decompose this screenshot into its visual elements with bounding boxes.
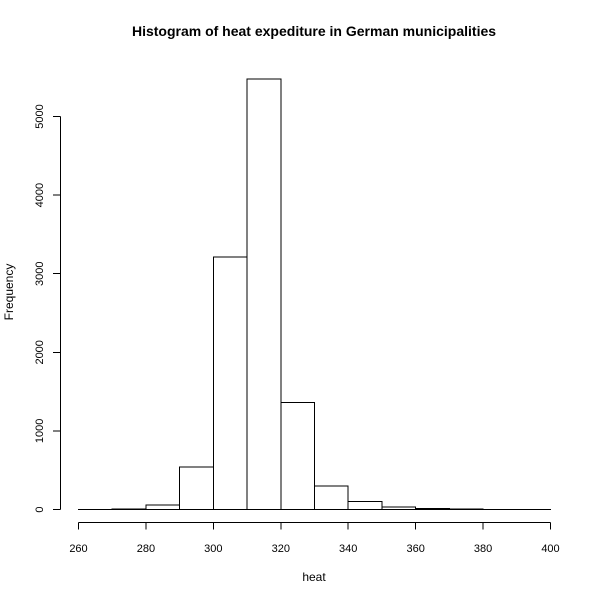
x-tick-label: 360 bbox=[406, 543, 424, 555]
bars-group bbox=[78, 78, 551, 511]
y-tick-label: 2000 bbox=[34, 340, 46, 364]
y-tick-label: 3000 bbox=[34, 261, 46, 285]
histogram-bar bbox=[314, 485, 349, 510]
x-tick-label: 400 bbox=[541, 543, 559, 555]
y-axis: 0 1000 2000 3000 4000 5000 bbox=[34, 104, 61, 513]
y-tick-label: 1000 bbox=[34, 419, 46, 443]
histogram-bar bbox=[246, 78, 282, 511]
histogram-bar bbox=[280, 402, 315, 511]
y-axis-label: Frequency bbox=[2, 264, 16, 321]
y-tick-label: 4000 bbox=[34, 183, 46, 207]
x-tick-label: 280 bbox=[137, 543, 155, 555]
histogram-bar bbox=[381, 506, 417, 511]
x-tick-label: 320 bbox=[272, 543, 290, 555]
x-axis-label: heat bbox=[302, 570, 326, 584]
histogram-bar bbox=[179, 466, 214, 511]
x-tick-label: 340 bbox=[339, 543, 357, 555]
chart-title: Histogram of heat expediture in German m… bbox=[132, 23, 496, 39]
histogram-bar bbox=[347, 501, 383, 511]
x-tick-label: 380 bbox=[474, 543, 492, 555]
histogram-bar bbox=[145, 504, 181, 510]
x-axis: 260 280 300 320 340 360 380 400 bbox=[69, 522, 560, 555]
x-tick-label: 300 bbox=[204, 543, 222, 555]
y-tick-label: 5000 bbox=[34, 104, 46, 128]
histogram-bar bbox=[415, 507, 450, 510]
histogram-bar bbox=[212, 256, 248, 511]
x-tick-label: 260 bbox=[69, 543, 87, 555]
y-tick-label: 0 bbox=[34, 506, 46, 512]
